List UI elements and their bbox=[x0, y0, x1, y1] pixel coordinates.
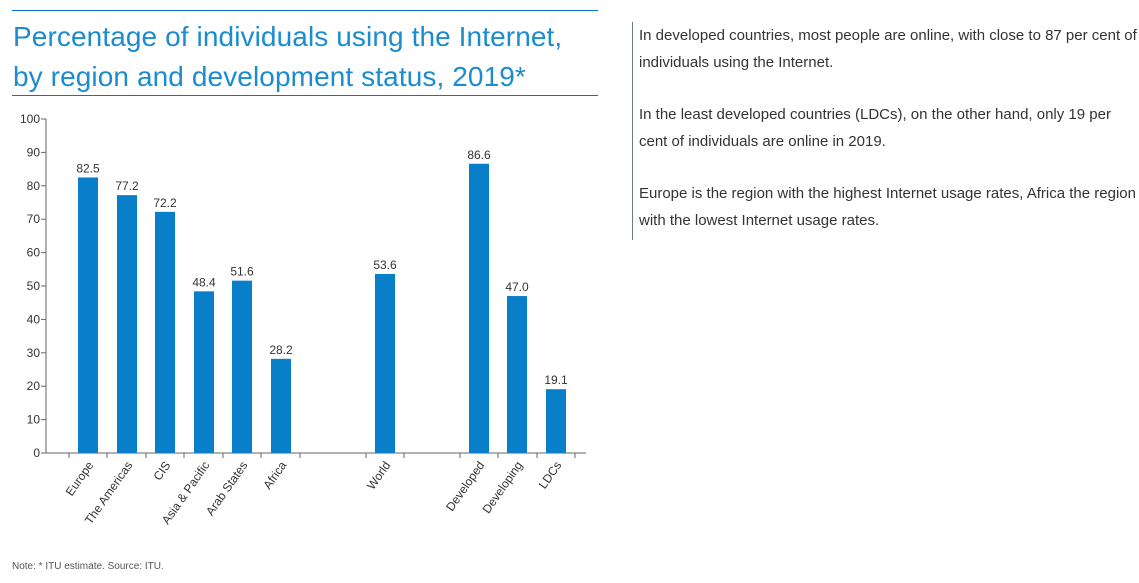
bar-europe bbox=[78, 177, 98, 453]
bar-developing bbox=[507, 296, 527, 453]
bar-chart: 0 10 20 30 40 50 60 70 80 90 100 82.5 Europe 77.2 The … bbox=[0, 100, 620, 550]
source-note: Note: * ITU estimate. Source: ITU. bbox=[12, 561, 164, 572]
side-paragraph-regions: Europe is the region with the highest In… bbox=[639, 185, 1136, 229]
bar-arab-states bbox=[232, 280, 252, 453]
bar-cis bbox=[155, 211, 175, 453]
side-paragraph-ldcs: In the least developed countries (LDCs),… bbox=[639, 106, 1111, 150]
value-label-cis: 72.2 bbox=[153, 196, 177, 210]
category-label-ldcs: LDCs bbox=[536, 459, 565, 492]
y-tick-label-100: 100 bbox=[20, 112, 40, 126]
y-tick-label-70: 70 bbox=[27, 212, 41, 226]
bar-developed bbox=[469, 163, 489, 454]
value-label-developed: 86.6 bbox=[467, 148, 491, 162]
y-tick-label-0: 0 bbox=[33, 446, 40, 460]
y-tick-label-20: 20 bbox=[27, 379, 41, 393]
chart-title: Percentage of individuals using the Inte… bbox=[13, 17, 597, 97]
chart-title-line-2: by region and development status, 2019* bbox=[13, 61, 526, 92]
category-label-world: World bbox=[364, 459, 393, 493]
chart-title-line-1: Percentage of individuals using the Inte… bbox=[13, 21, 563, 52]
bar-world bbox=[375, 273, 395, 453]
y-tick-label-90: 90 bbox=[27, 145, 41, 159]
y-tick-label-10: 10 bbox=[27, 413, 41, 427]
bar-the-americas bbox=[117, 195, 137, 453]
side-text-panel: In developed countries, most people are … bbox=[632, 22, 1137, 240]
side-paragraph-developed: In developed countries, most people are … bbox=[639, 27, 1137, 71]
y-tick-label-30: 30 bbox=[27, 346, 41, 360]
value-label-developing: 47.0 bbox=[505, 280, 529, 294]
y-tick-label-50: 50 bbox=[27, 279, 41, 293]
value-label-ldcs: 19.1 bbox=[544, 373, 568, 387]
category-label-africa: Africa bbox=[260, 458, 289, 491]
category-label-cis: CIS bbox=[151, 459, 174, 483]
y-tick-label-60: 60 bbox=[27, 246, 41, 260]
bar-asia-and-pacific bbox=[194, 291, 214, 453]
value-label-asia-and-pacific: 48.4 bbox=[192, 275, 216, 289]
bar-chart-svg: 010203040506070809010082.5Europe77.2The … bbox=[20, 112, 586, 527]
chart-title-block: Percentage of individuals using the Inte… bbox=[12, 10, 598, 96]
y-tick-label-40: 40 bbox=[27, 312, 41, 326]
bar-africa bbox=[271, 358, 291, 453]
bar-ldcs bbox=[546, 389, 566, 453]
value-label-africa: 28.2 bbox=[269, 343, 293, 357]
value-label-arab-states: 51.6 bbox=[230, 265, 254, 279]
category-label-europe: Europe bbox=[63, 458, 97, 498]
value-label-world: 53.6 bbox=[373, 258, 397, 272]
value-label-europe: 82.5 bbox=[76, 161, 100, 175]
y-tick-label-80: 80 bbox=[27, 179, 41, 193]
value-label-the-americas: 77.2 bbox=[115, 179, 139, 193]
